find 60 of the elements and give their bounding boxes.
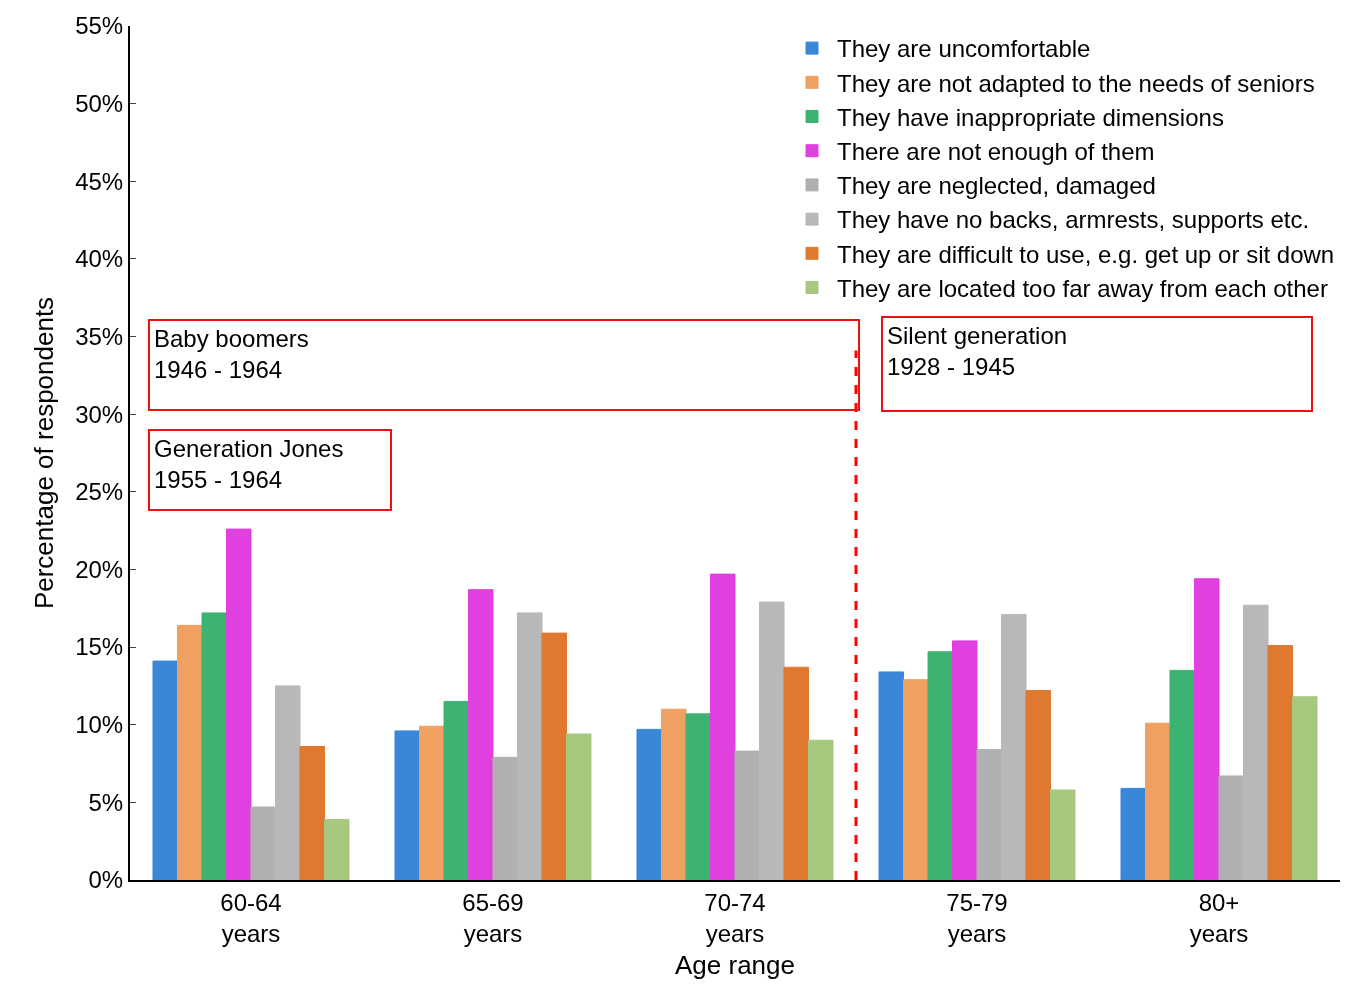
y-tick-label: 15%	[75, 633, 124, 661]
bar	[1120, 787, 1146, 880]
annotation: Baby boomers 1946 - 1964	[154, 325, 309, 384]
legend-label: They are difficult to use, e.g. get up or sit down	[837, 240, 1335, 268]
y-tick-label: 55%	[75, 12, 124, 40]
bar	[443, 700, 469, 880]
bar	[176, 624, 203, 880]
y-tick-label: 40%	[75, 245, 124, 273]
y-tick-label: 50%	[75, 90, 124, 118]
legend-label: They are not adapted to the needs of seniors	[837, 69, 1315, 97]
bar	[394, 730, 420, 880]
legend-label: There are not enough of them	[837, 138, 1155, 166]
bar	[1144, 722, 1171, 880]
x-tick-label: 75-79 years	[946, 888, 1008, 947]
y-axis-title: Percentage of respondents	[29, 296, 60, 610]
legend-label: They are uncomfortable	[837, 35, 1091, 63]
bar	[660, 708, 687, 880]
y-tick-label: 20%	[75, 555, 124, 583]
bar	[808, 739, 834, 880]
x-tick-label: 65-69 years	[462, 888, 524, 947]
bar	[541, 632, 568, 880]
bar	[878, 671, 904, 880]
x-tick-label: 80+ years	[1189, 888, 1249, 947]
bar	[468, 589, 494, 880]
bar	[952, 640, 978, 880]
bar	[1169, 669, 1195, 880]
bar	[1050, 789, 1076, 880]
bar	[1267, 645, 1294, 880]
y-tick-label: 25%	[75, 478, 124, 506]
x-tick-label: 70-74 years	[704, 888, 766, 947]
bar	[1194, 578, 1220, 880]
x-axis-title: Age range	[675, 950, 795, 981]
bar	[324, 818, 350, 880]
y-tick-label: 30%	[75, 400, 124, 428]
bar	[927, 651, 953, 880]
y-tick-label: 5%	[88, 788, 124, 816]
legend-label: They have inappropriate dimensions	[837, 103, 1224, 131]
bar	[783, 666, 810, 880]
bar	[299, 745, 326, 880]
bar	[152, 660, 178, 880]
bar	[226, 528, 252, 880]
x-tick-label: 60-64 years	[220, 888, 282, 947]
bar	[636, 728, 662, 880]
bar	[902, 679, 929, 880]
bar	[685, 713, 711, 880]
annotation: Generation Jones 1955 - 1964	[154, 435, 344, 494]
y-tick-label: 45%	[75, 167, 124, 195]
bar	[418, 725, 445, 880]
annotation: Silent generation 1928 - 1945	[887, 322, 1068, 381]
legend-label: They are neglected, damaged	[837, 172, 1156, 200]
legend-label: They have no backs, armrests, supports etc.	[837, 206, 1310, 234]
legend-label: They are located too far away from each other	[837, 274, 1328, 302]
bar	[1292, 696, 1318, 880]
y-tick-label: 0%	[88, 866, 124, 894]
bar	[1025, 690, 1052, 880]
y-tick-label: 10%	[75, 711, 124, 739]
bar	[566, 733, 592, 880]
bar	[710, 573, 736, 880]
bar	[201, 612, 227, 880]
y-tick-label: 35%	[75, 322, 124, 350]
